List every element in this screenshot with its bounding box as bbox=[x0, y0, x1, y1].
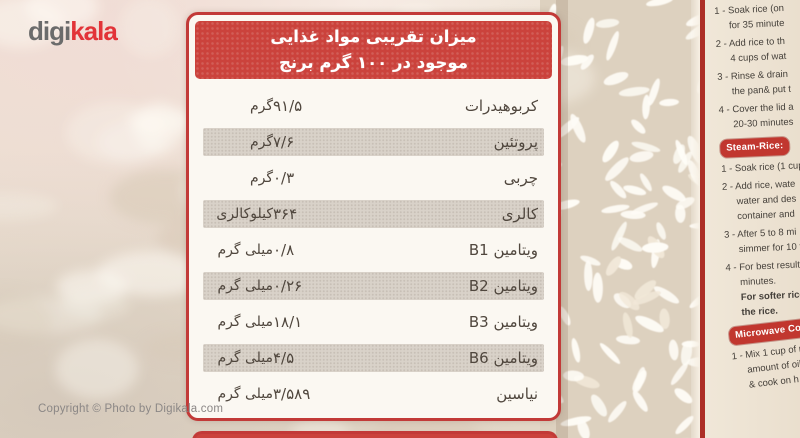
nutrient-unit: میلی گرم bbox=[217, 314, 273, 330]
nutrient-name: پروتئین bbox=[493, 133, 538, 151]
nutrition-rows: کربوهیدرات ۹۱/۵ گرم پروتئین ۷/۶ گرم چربی… bbox=[203, 92, 544, 408]
instruction-line: 4 - For best result bbox=[725, 259, 800, 274]
nutrient-name: چربی bbox=[503, 169, 538, 187]
logo-digi: digi bbox=[28, 16, 71, 46]
nutrient-name: نیاسین bbox=[496, 385, 538, 403]
nutrient-value: ۹۱/۵ bbox=[273, 97, 303, 115]
nutrition-row: چربی ۰/۳ گرم bbox=[203, 164, 544, 192]
nutrient-name: ویتامین B6 bbox=[468, 349, 538, 367]
nutrition-label: میزان تقریبی مواد غذایی موجود در ۱۰۰ گرم… bbox=[186, 12, 561, 421]
package-edge-highlight bbox=[691, 0, 700, 438]
instruction-item: 3 - Rinse & drain the pan& put t bbox=[717, 64, 800, 100]
nutrient-name: کالری bbox=[501, 205, 538, 223]
instruction-item: 4 - For best result minutes. For softer ri… bbox=[725, 255, 800, 321]
nutrient-unit: گرم bbox=[249, 98, 273, 114]
logo-kala: kala bbox=[70, 16, 118, 46]
nutrient-value: ۴/۵ bbox=[273, 349, 295, 367]
nutrient-unit: میلی گرم bbox=[217, 242, 273, 258]
nutrient-name: ویتامین B1 bbox=[468, 241, 538, 259]
instruction-section: 1 - Soak rice (on for 35 minute 2 - Add ri… bbox=[714, 0, 800, 133]
nutrient-name: ویتامین B3 bbox=[468, 313, 538, 331]
digikala-logo: digikala bbox=[28, 16, 118, 47]
copyright-text: Copyright © Photo by Digikala.com bbox=[38, 403, 224, 415]
nutrition-row: ویتامین B1 ۰/۸ میلی گرم bbox=[203, 236, 544, 264]
instruction-section: Steam-Rice: 1 - Soak rice (1 cup 2 - Add r… bbox=[719, 131, 800, 321]
nutrient-unit: میلی گرم bbox=[217, 350, 273, 366]
nutrition-row: کربوهیدرات ۹۱/۵ گرم bbox=[203, 92, 544, 120]
nutrient-value: ۳/۵۸۹ bbox=[273, 385, 311, 403]
instruction-line: 1 - Soak rice (1 cup bbox=[720, 160, 800, 175]
nutrient-unit: کیلوکالری bbox=[216, 206, 273, 222]
nutrition-row: ویتامین B3 ۱۸/۱ میلی گرم bbox=[203, 308, 544, 336]
nutrient-unit: گرم bbox=[249, 134, 273, 150]
section-badge-microwave-cookin: Microwave Cookin bbox=[728, 316, 800, 346]
instruction-item: 2 - Add rice, wate water and des container… bbox=[722, 174, 800, 225]
header-line-2: موجود در ۱۰۰ گرم برنج bbox=[279, 53, 468, 72]
nutrition-row: ویتامین B2 ۰/۲۶ میلی گرم bbox=[203, 272, 544, 300]
nutrient-value: ۱۸/۱ bbox=[273, 313, 303, 331]
instruction-item: 2 - Add rice to th 4 cups of wat bbox=[715, 31, 800, 67]
nutrient-unit: گرم bbox=[249, 170, 273, 186]
next-label-partial bbox=[192, 431, 558, 438]
nutrient-value: ۳۶۴ bbox=[273, 205, 298, 223]
nutrient-unit: میلی گرم bbox=[217, 278, 273, 294]
nutrient-value: ۰/۸ bbox=[273, 241, 295, 259]
nutrition-label-header: میزان تقریبی مواد غذایی موجود در ۱۰۰ گرم… bbox=[195, 21, 552, 79]
nutrient-value: ۰/۲۶ bbox=[273, 277, 303, 295]
nutrition-row: کالری ۳۶۴ کیلوکالری bbox=[203, 200, 544, 228]
package-red-stripe bbox=[700, 0, 705, 438]
instruction-item: 4 - Cover the lid a 20-30 minutes bbox=[718, 97, 800, 133]
nutrient-name: ویتامین B2 bbox=[468, 277, 538, 295]
cooking-instructions-panel: 1 - Soak rice (on for 35 minute 2 - Add ri… bbox=[705, 0, 800, 438]
nutrient-value: ۰/۳ bbox=[273, 169, 295, 187]
header-line-1: میزان تقریبی مواد غذایی bbox=[270, 27, 477, 47]
nutrition-row: ویتامین B6 ۴/۵ میلی گرم bbox=[203, 344, 544, 372]
cooking-instructions-text: 1 - Soak rice (on for 35 minute 2 - Add ri… bbox=[714, 0, 800, 399]
nutrient-unit: میلی گرم bbox=[217, 386, 273, 402]
nutrition-row: نیاسین ۳/۵۸۹ میلی گرم bbox=[203, 380, 544, 408]
section-badge-steam-rice: Steam-Rice: bbox=[719, 136, 790, 158]
nutrient-name: کربوهیدرات bbox=[464, 97, 538, 115]
instruction-item: 1 - Soak rice (1 cup bbox=[721, 156, 800, 177]
nutrient-value: ۷/۶ bbox=[273, 133, 295, 151]
nutrition-row: پروتئین ۷/۶ گرم bbox=[203, 128, 544, 156]
instruction-item: 1 - Soak rice (on for 35 minute bbox=[714, 0, 800, 34]
